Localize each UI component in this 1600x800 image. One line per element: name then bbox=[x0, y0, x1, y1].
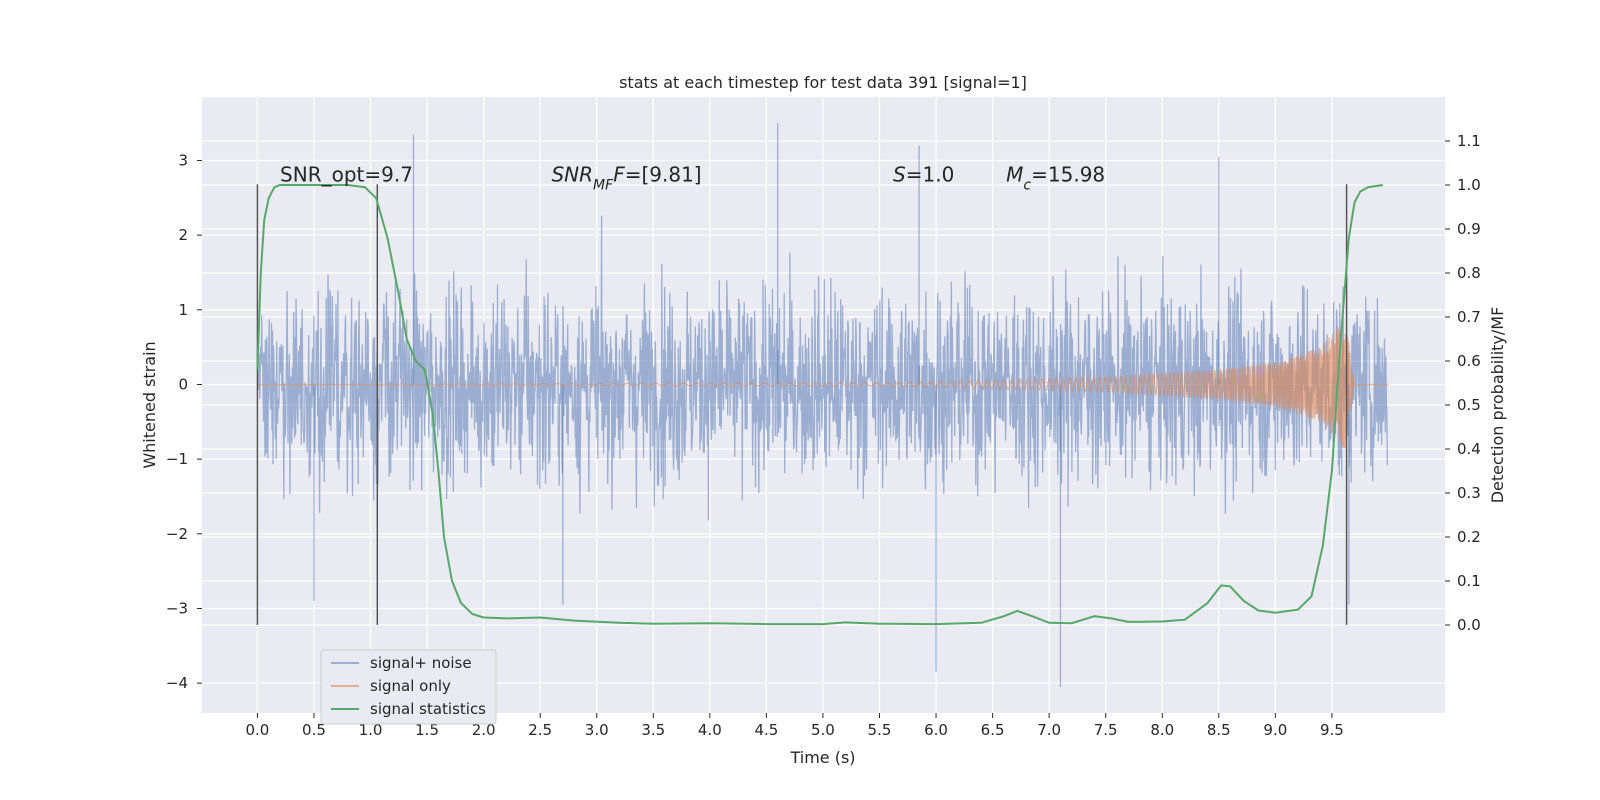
y-tick-label: 3 bbox=[178, 151, 188, 169]
series-signal-statistics bbox=[256, 184, 1383, 626]
annotations: SNR_opt=9.7 SNRMFF=[9.81] S=1.0 Mc=15.98 bbox=[280, 162, 1105, 193]
annotation-text: Mc=15.98 bbox=[1006, 162, 1105, 193]
annotation-part: S bbox=[893, 162, 906, 186]
series-signal-only bbox=[257, 326, 1389, 449]
x-tick-label: 4.0 bbox=[698, 721, 722, 739]
legend-box bbox=[320, 649, 497, 725]
x-tick-label: 9.5 bbox=[1320, 721, 1344, 739]
annotation-part: =15.98 bbox=[1031, 162, 1105, 186]
y2-tick-label: 0.6 bbox=[1457, 352, 1481, 370]
legend-label-signal: signal only bbox=[370, 677, 451, 695]
x-tick-label: 2.0 bbox=[472, 721, 496, 739]
x-tick-label: 8.5 bbox=[1207, 721, 1231, 739]
x-tick-label: 7.5 bbox=[1094, 721, 1118, 739]
x-tick-label: 0.5 bbox=[302, 721, 326, 739]
y-axis-label: Whitened strain bbox=[140, 341, 159, 468]
signal-trace bbox=[257, 326, 1389, 449]
x-tick-label: 9.0 bbox=[1263, 721, 1287, 739]
annotation-part: MF bbox=[593, 177, 614, 193]
x-tick-label: 7.0 bbox=[1037, 721, 1061, 739]
y2-tick-label: 0.8 bbox=[1457, 264, 1481, 282]
x-tick-label: 6.0 bbox=[924, 721, 948, 739]
x-tick-label: 3.0 bbox=[585, 721, 609, 739]
y2-tick-label: 0.5 bbox=[1457, 396, 1481, 414]
x-tick-label: 6.5 bbox=[981, 721, 1005, 739]
y-tick-label: −2 bbox=[166, 525, 188, 543]
annotation-part: =[9.81] bbox=[625, 162, 702, 186]
y-tick-label: −1 bbox=[166, 450, 188, 468]
annotation-part: SNR_opt=9.7 bbox=[280, 162, 413, 186]
x-tick-label: 2.5 bbox=[528, 721, 552, 739]
x-tick-label: 8.0 bbox=[1150, 721, 1174, 739]
annotation-text: S=1.0 bbox=[893, 162, 954, 186]
noise-trace bbox=[256, 215, 1388, 521]
y2-tick-label: 0.4 bbox=[1457, 440, 1481, 458]
y2-tick-labels: 1.1 1.0 0.9 0.8 0.7 0.6 0.5 0.4 0.3 0.2 0.1 0.0 bbox=[1445, 132, 1481, 634]
y2-tick-label: 1.0 bbox=[1457, 176, 1481, 194]
y2-tick-label: 1.1 bbox=[1457, 132, 1481, 150]
statistics-curve bbox=[256, 184, 1383, 626]
y-tick-label: 0 bbox=[178, 375, 188, 393]
annotation-text: SNR_opt=9.7 bbox=[280, 162, 413, 186]
y2-tick-label: 0.2 bbox=[1457, 528, 1481, 546]
series-signal-plus-noise bbox=[256, 123, 1388, 687]
x-tick-label: 5.5 bbox=[868, 721, 892, 739]
x-tick-label: 4.5 bbox=[754, 721, 778, 739]
annotation-part: SNR bbox=[551, 162, 593, 186]
y2-axis-label: Detection probability/MF bbox=[1488, 307, 1507, 504]
annotation-part: F bbox=[613, 162, 625, 186]
legend-label-stats: signal statistics bbox=[370, 700, 486, 718]
y2-tick-label: 0.7 bbox=[1457, 308, 1481, 326]
legend: signal+ noise signal only signal statist… bbox=[320, 649, 497, 725]
annotation-text: SNRMFF=[9.81] bbox=[551, 162, 701, 193]
y2-tick-label: 0.3 bbox=[1457, 484, 1481, 502]
x-tick-label: 1.0 bbox=[359, 721, 383, 739]
annotation-part: c bbox=[1023, 177, 1031, 193]
y-tick-label: 2 bbox=[178, 226, 188, 244]
y2-tick-label: 0.1 bbox=[1457, 572, 1481, 590]
x-tick-label: 0.0 bbox=[245, 721, 269, 739]
y2-tick-label: 0.0 bbox=[1457, 616, 1481, 634]
x-tick-labels: 0.0 0.5 1.0 1.5 2.0 2.5 3.0 3.5 4.0 4.5 5.0 5.5 6.0 6… bbox=[245, 713, 1344, 739]
x-tick-label: 5.0 bbox=[811, 721, 835, 739]
x-tick-label: 3.5 bbox=[641, 721, 665, 739]
y-tick-labels: 3 2 1 0 −1 −2 −3 −4 bbox=[166, 151, 202, 692]
x-axis-label: Time (s) bbox=[789, 748, 855, 767]
y-tick-label: −3 bbox=[166, 599, 188, 617]
chart-title: stats at each timestep for test data 391… bbox=[619, 73, 1027, 92]
x-tick-label: 1.5 bbox=[415, 721, 439, 739]
y-tick-label: −4 bbox=[166, 674, 188, 692]
annotation-part: M bbox=[1006, 162, 1023, 186]
legend-label-noise: signal+ noise bbox=[370, 654, 472, 672]
y-tick-label: 1 bbox=[178, 301, 188, 319]
y2-tick-label: 0.9 bbox=[1457, 220, 1481, 238]
annotation-part: =1.0 bbox=[906, 162, 955, 186]
